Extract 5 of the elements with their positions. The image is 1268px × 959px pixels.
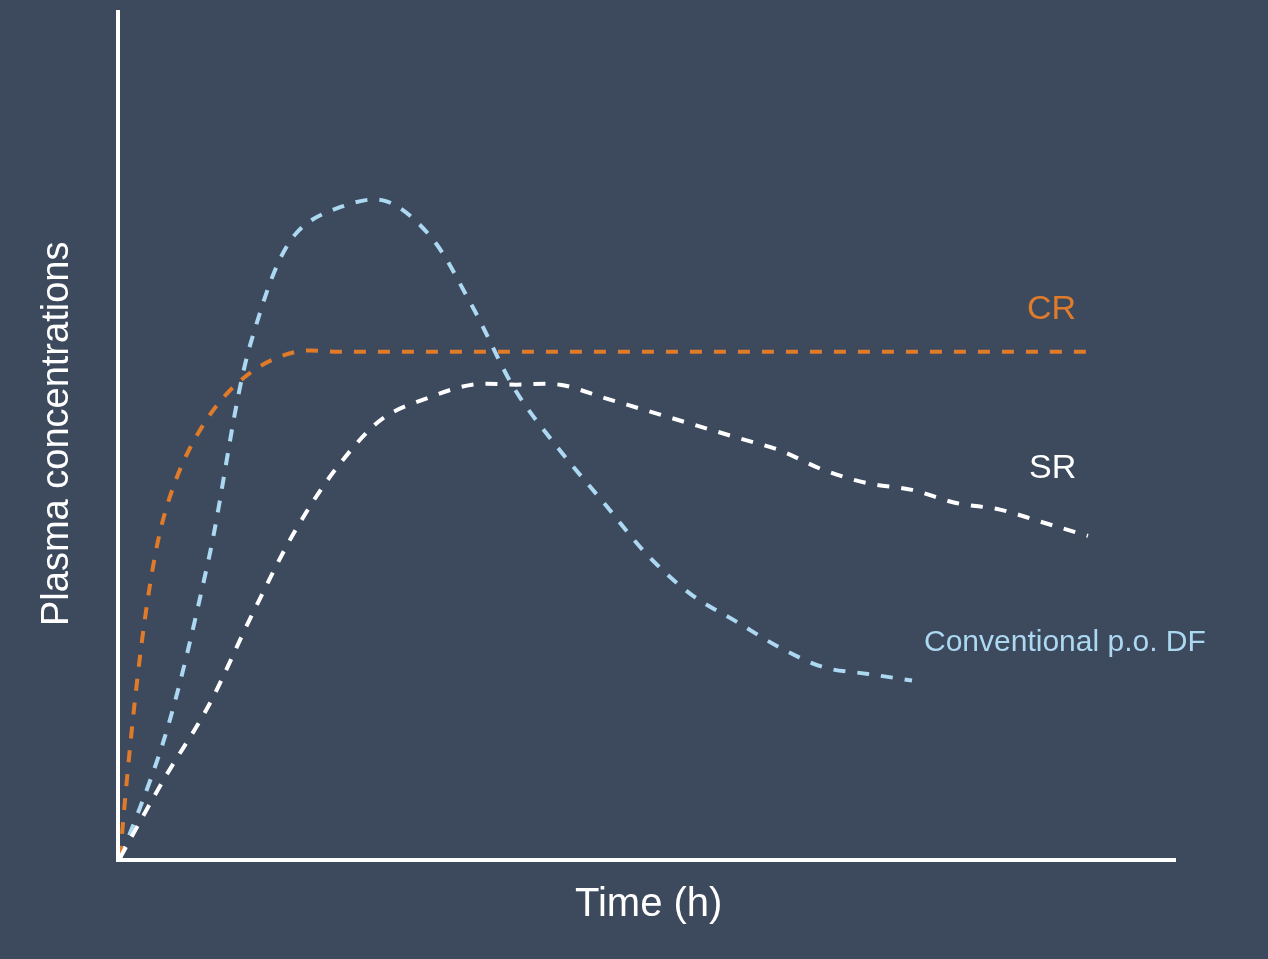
series-label: Conventional p.o. DF [924, 624, 1206, 657]
series-label: SR [1029, 447, 1077, 485]
y-axis-title: Plasma concentrations [34, 241, 76, 626]
series-label: CR [1027, 288, 1077, 326]
x-axis-title: Time (h) [575, 880, 723, 924]
